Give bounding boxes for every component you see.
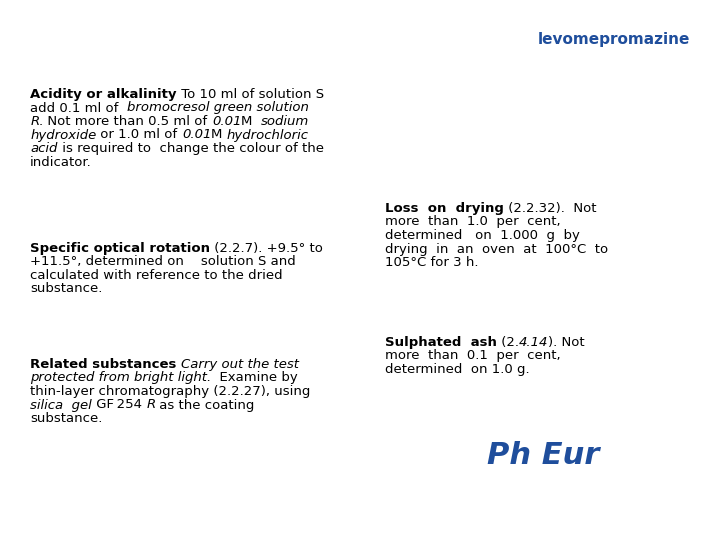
Text: 0.01: 0.01 <box>182 129 211 141</box>
Text: Examine by: Examine by <box>212 372 298 384</box>
Text: indicator.: indicator. <box>30 156 92 168</box>
Text: Specific optical rotation: Specific optical rotation <box>30 242 210 255</box>
Text: Ph Eur: Ph Eur <box>487 441 600 469</box>
Text: more  than  1.0  per  cent,: more than 1.0 per cent, <box>385 215 561 228</box>
Text: R: R <box>30 115 40 128</box>
Text: bromocresol green solution: bromocresol green solution <box>127 102 309 114</box>
Text: (2.: (2. <box>497 336 519 349</box>
Text: Related substances: Related substances <box>30 358 176 371</box>
Text: sodium: sodium <box>261 115 310 128</box>
Text: To 10 ml of solution S: To 10 ml of solution S <box>176 88 324 101</box>
Text: (2.2.32).  Not: (2.2.32). Not <box>504 202 597 215</box>
Text: substance.: substance. <box>30 412 103 425</box>
Text: hydroxide: hydroxide <box>30 129 96 141</box>
Text: M: M <box>241 115 261 128</box>
Text: or 1.0 ml of: or 1.0 ml of <box>96 129 182 141</box>
Text: levomepromazine: levomepromazine <box>538 32 690 47</box>
Text: hydrochloric: hydrochloric <box>227 129 309 141</box>
Text: Carry out the test: Carry out the test <box>181 358 299 371</box>
Text: 4.14: 4.14 <box>519 336 549 349</box>
Text: calculated with reference to the dried: calculated with reference to the dried <box>30 269 283 282</box>
Text: acid: acid <box>30 142 58 155</box>
Text: 105°C for 3 h.: 105°C for 3 h. <box>385 256 479 269</box>
Text: is required to  change the colour of the: is required to change the colour of the <box>58 142 323 155</box>
Text: +11.5°, determined on    solution S and: +11.5°, determined on solution S and <box>30 255 296 268</box>
Text: . Not more than 0.5 ml of: . Not more than 0.5 ml of <box>40 115 212 128</box>
Text: ). Not: ). Not <box>549 336 585 349</box>
Text: thin-layer chromatography (2.2.27), using: thin-layer chromatography (2.2.27), usin… <box>30 385 310 398</box>
Text: protected from bright light.: protected from bright light. <box>30 372 212 384</box>
Text: silica  gel: silica gel <box>30 399 92 411</box>
Text: more  than  0.1  per  cent,: more than 0.1 per cent, <box>385 349 561 362</box>
Text: (2.2.7). +9.5° to: (2.2.7). +9.5° to <box>210 242 323 255</box>
Text: GF 254: GF 254 <box>92 399 146 411</box>
Text: 0.01: 0.01 <box>212 115 241 128</box>
Text: M: M <box>211 129 227 141</box>
Text: determined  on 1.0 g.: determined on 1.0 g. <box>385 363 530 376</box>
Text: substance.: substance. <box>30 282 103 295</box>
Text: Sulphated  ash: Sulphated ash <box>385 336 497 349</box>
Text: drying  in  an  oven  at  100°C  to: drying in an oven at 100°C to <box>385 242 608 255</box>
Text: Loss  on  drying: Loss on drying <box>385 202 504 215</box>
Text: add 0.1 ml of: add 0.1 ml of <box>30 102 127 114</box>
Text: R: R <box>146 399 156 411</box>
Text: determined   on  1.000  g  by: determined on 1.000 g by <box>385 229 580 242</box>
Text: Acidity or alkalinity: Acidity or alkalinity <box>30 88 176 101</box>
Text: as the coating: as the coating <box>156 399 255 411</box>
